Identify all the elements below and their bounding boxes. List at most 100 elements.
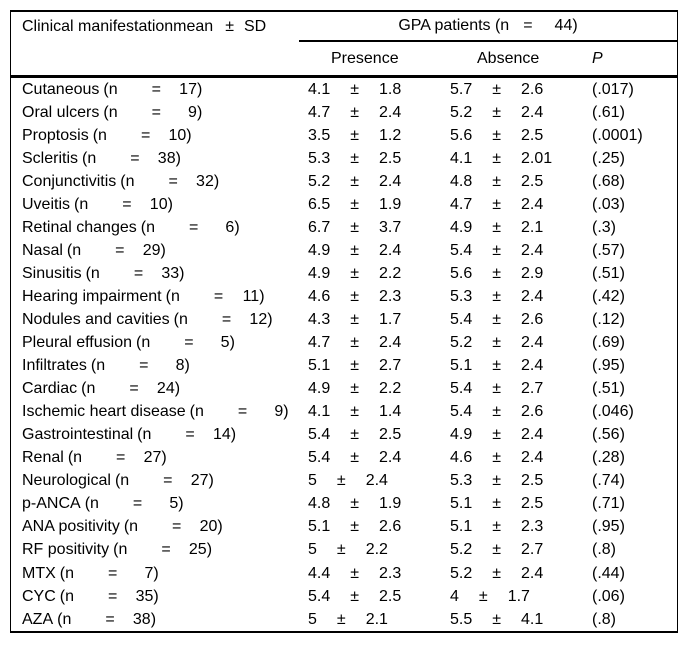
table-header-row-2: Presence Absence P xyxy=(11,42,677,78)
equals-sign: = xyxy=(168,172,178,190)
presence-mean: 5 xyxy=(308,610,317,628)
plus-minus-symbol: ± xyxy=(336,541,346,559)
n-open-paren: (n xyxy=(114,472,130,490)
absence-sd: 2.4 xyxy=(521,287,544,305)
presence-cell: 3.5 ± 1.2 xyxy=(308,127,401,145)
p-value-cell: (.68) xyxy=(592,172,625,190)
equals-sign: = xyxy=(115,241,125,259)
plus-minus-symbol: ± xyxy=(492,126,502,144)
plus-minus-symbol: ± xyxy=(350,149,360,167)
close-paren: ) xyxy=(167,195,173,213)
plus-minus-symbol: ± xyxy=(350,334,360,352)
close-paren: ) xyxy=(234,218,240,236)
presence-sd: 2.5 xyxy=(379,149,402,167)
absence-sd: 2.5 xyxy=(521,172,544,190)
close-paren: ) xyxy=(230,426,237,444)
absence-sd: 2.1 xyxy=(521,218,544,236)
n-open-paren: (n xyxy=(74,195,89,213)
column-header-absence: Absence xyxy=(477,49,540,67)
plus-minus-symbol: ± xyxy=(350,449,360,467)
absence-cell: 4 ± 1.7 xyxy=(450,588,530,606)
absence-cell: 4.6 ± 2.4 xyxy=(450,449,543,467)
close-paren: ) xyxy=(208,472,214,490)
clinical-manifestation-title: Clinical manifestationmean xyxy=(22,18,214,35)
p-value-cell: (.51) xyxy=(592,380,625,398)
equals-sign: = xyxy=(108,587,118,605)
absence-cell: 5.6 ± 2.5 xyxy=(450,127,543,145)
manifestation-name: Nasal xyxy=(22,241,63,259)
n-open-paren: (n xyxy=(103,103,118,121)
absence-cell: 5.3 ± 2.5 xyxy=(450,472,543,490)
equals-sign: = xyxy=(108,564,118,582)
plus-minus-symbol: ± xyxy=(492,426,502,444)
table-row: Conjunctivitis (n = 32 ) 5.2 ± 2.4 4.8 ±… xyxy=(11,170,677,193)
table-row: Pleural effusion (n = 5 ) 4.7 ± 2.4 5.2 … xyxy=(11,332,677,355)
presence-cell: 4.3 ± 1.7 xyxy=(308,311,401,329)
close-paren: ) xyxy=(184,357,190,375)
table-row: Nodules and cavities (n = 12 ) 4.3 ± 1.7… xyxy=(11,308,677,331)
absence-cell: 5.2 ± 2.4 xyxy=(450,565,543,583)
equals-sign: = xyxy=(133,264,144,282)
presence-cell: 5.2 ± 2.4 xyxy=(308,173,401,191)
manifestation-name: Gastrointestinal xyxy=(22,426,134,444)
table-row: RF positivity (n = 25 ) 5 ± 2.2 5.2 ± 2.… xyxy=(11,539,677,562)
manifestation-name: Scleritis xyxy=(22,149,79,167)
absence-cell: 5.3 ± 2.4 xyxy=(450,288,543,306)
presence-sd: 2.2 xyxy=(379,380,402,398)
close-paren: ) xyxy=(178,495,184,513)
n-count: 10 xyxy=(168,126,187,144)
absence-mean: 5.6 xyxy=(450,264,473,282)
close-paren: ) xyxy=(196,103,203,121)
table-row: AZA (n = 38 ) 5 ± 2.1 5.5 ± 4.1 (.8) xyxy=(11,608,677,631)
absence-cell: 5.1 ± 2.3 xyxy=(450,518,543,536)
close-paren: ) xyxy=(150,610,157,628)
plus-minus-symbol: ± xyxy=(350,218,360,236)
close-paren: ) xyxy=(160,241,166,259)
p-value-cell: (.0001) xyxy=(592,126,643,144)
n-open-paren: (n xyxy=(140,218,155,236)
n-count: 8 xyxy=(175,357,185,375)
absence-cell: 4.7 ± 2.4 xyxy=(450,196,543,214)
manifestation-name: Infiltrates xyxy=(22,357,87,375)
close-paren: ) xyxy=(259,287,265,305)
manifestation-name: Cutaneous xyxy=(22,80,100,98)
plus-minus-symbol: ± xyxy=(350,287,360,305)
presence-cell: 5 ± 2.2 xyxy=(308,541,388,559)
presence-cell: 4.9 ± 2.2 xyxy=(308,265,401,283)
absence-mean: 5.1 xyxy=(450,495,473,513)
absence-mean: 5.1 xyxy=(450,518,473,536)
plus-minus-symbol: ± xyxy=(478,587,488,605)
close-paren: ) xyxy=(213,172,220,190)
n-open-paren: (n xyxy=(173,310,188,328)
n-count: 27 xyxy=(190,472,209,490)
equals-sign: = xyxy=(213,287,224,305)
presence-mean: 6.7 xyxy=(308,218,331,236)
presence-sd: 2.4 xyxy=(379,334,402,352)
row-label-cell: Infiltrates (n = 8 ) xyxy=(22,357,190,375)
presence-cell: 4.7 ± 2.4 xyxy=(308,334,401,352)
plus-minus-symbol: ± xyxy=(350,426,360,444)
plus-minus-symbol: ± xyxy=(350,564,360,582)
presence-mean: 4.6 xyxy=(308,287,331,305)
close-paren: ) xyxy=(206,541,213,559)
plus-minus-symbol: ± xyxy=(492,80,502,98)
n-count: 12 xyxy=(249,310,268,328)
presence-cell: 5.1 ± 2.6 xyxy=(308,518,401,536)
row-label-cell: Scleritis (n = 38 ) xyxy=(22,150,181,168)
close-paren: ) xyxy=(196,80,203,98)
manifestation-name: Ischemic heart disease xyxy=(22,403,186,421)
presence-cell: 5.1 ± 2.7 xyxy=(308,357,401,375)
row-label-cell: Sinusitis (n = 33 ) xyxy=(22,265,184,283)
presence-sd: 1.8 xyxy=(379,80,402,98)
p-value-cell: (.69) xyxy=(592,334,625,352)
table-row: Uveitis (n = 10 ) 6.5 ± 1.9 4.7 ± 2.4 (.… xyxy=(11,193,677,216)
row-label-cell: Cutaneous (n = 17 ) xyxy=(22,81,202,99)
n-count: 6 xyxy=(225,218,235,236)
p-value-cell: (.046) xyxy=(592,403,634,421)
absence-cell: 5.4 ± 2.6 xyxy=(450,403,543,421)
presence-mean: 4.7 xyxy=(308,334,331,352)
n-count: 29 xyxy=(142,241,161,259)
presence-cell: 4.7 ± 2.4 xyxy=(308,104,401,122)
p-value-cell: (.42) xyxy=(592,287,625,305)
close-paren: ) xyxy=(229,334,235,352)
